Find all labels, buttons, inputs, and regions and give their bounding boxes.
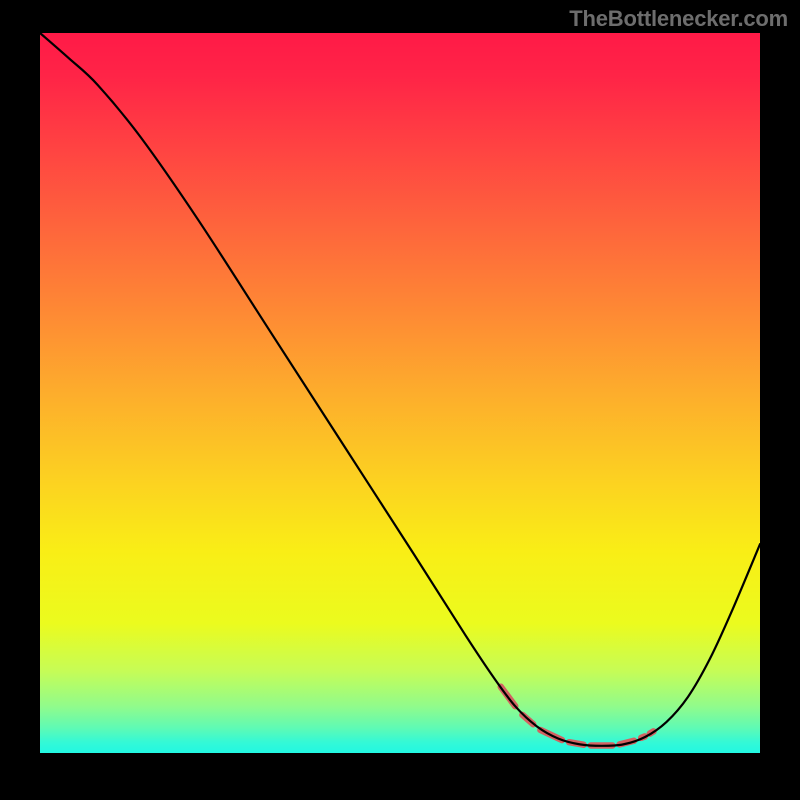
watermark-text: TheBottlenecker.com: [569, 6, 788, 32]
chart-svg: [0, 0, 800, 800]
chart-canvas: TheBottlenecker.com: [0, 0, 800, 800]
plot-background: [40, 33, 760, 753]
